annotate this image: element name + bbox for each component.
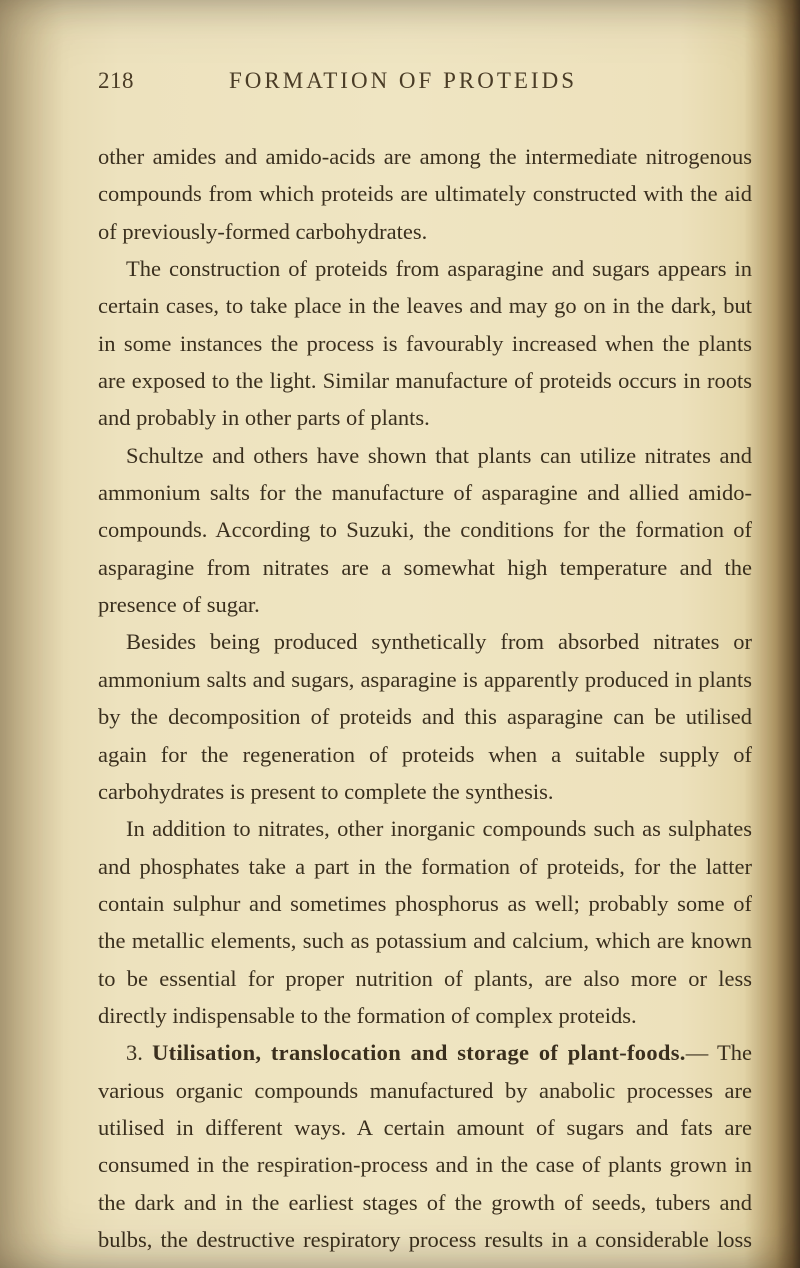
page-number: 218 [98, 68, 134, 94]
paragraph: In addition to nitrates, other inorganic… [98, 810, 752, 1034]
section-paragraph: 3. Utilisation, translocation and storag… [98, 1034, 752, 1268]
page-header: 218 FORMATION OF PROTEIDS [98, 68, 752, 94]
scanned-page: 218 FORMATION OF PROTEIDS other amides a… [0, 0, 800, 1268]
running-title: FORMATION OF PROTEIDS [229, 68, 577, 94]
paragraph: Schultze and others have shown that plan… [98, 437, 752, 624]
paragraph: The construction of proteids from aspara… [98, 250, 752, 437]
section-number: 3. [126, 1040, 143, 1065]
section-body: The various organic compounds manufactur… [98, 1040, 752, 1268]
paragraph: other amides and amido-acids are among t… [98, 138, 752, 250]
section-dash: — [686, 1040, 709, 1065]
body-text: other amides and amido-acids are among t… [98, 138, 752, 1268]
section-title: Utilisation, translocation and storage o… [152, 1040, 686, 1065]
paragraph: Besides being produced synthetically fro… [98, 623, 752, 810]
